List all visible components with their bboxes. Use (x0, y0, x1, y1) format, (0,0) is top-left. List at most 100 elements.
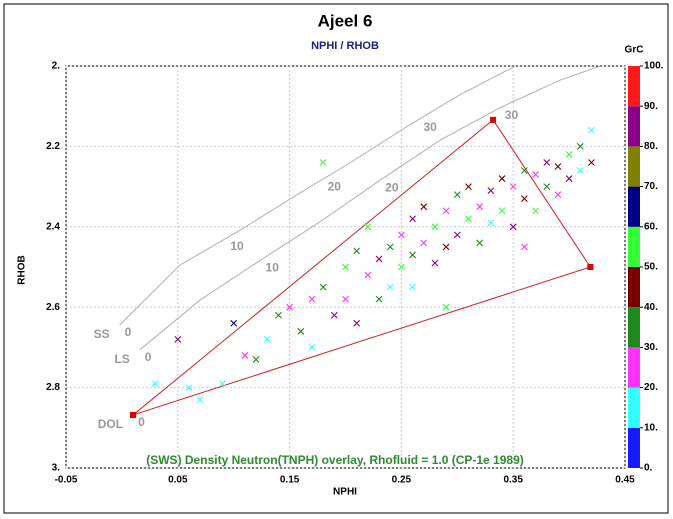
colorbar-segment (628, 427, 640, 468)
x-axis-label: NPHI (333, 487, 357, 498)
data-point (263, 335, 271, 343)
data-point (465, 183, 472, 190)
data-point (442, 207, 450, 215)
x-tick-label: 0.15 (280, 475, 300, 486)
data-point (375, 255, 383, 263)
data-point (565, 151, 573, 158)
curve-label: 20 (385, 180, 399, 194)
data-point (576, 143, 584, 150)
y-axis-label: RHOB (17, 255, 28, 284)
data-point (509, 223, 517, 231)
data-point (364, 271, 372, 279)
x-tick-label: 0.35 (503, 475, 523, 486)
data-point (252, 356, 260, 363)
data-point (487, 187, 495, 195)
data-point (319, 283, 327, 291)
annotation: (SWS) Density Neutron(TNPH) overlay, Rho… (146, 453, 524, 467)
data-point (498, 207, 506, 215)
curve (119, 66, 516, 326)
data-point (330, 311, 338, 319)
data-point (420, 203, 428, 211)
colorbar-tick-label: 70. (644, 181, 658, 192)
y-tick-label: 2. (52, 61, 61, 72)
curve-label: 20 (328, 180, 342, 194)
y-tick-label: 3. (52, 463, 61, 474)
data-point (532, 207, 539, 215)
curve (139, 66, 601, 351)
curve-label: 30 (423, 120, 437, 134)
data-point (431, 223, 439, 231)
colorbar-tick-label: 10. (644, 422, 658, 433)
colorbar-tick-label: 20. (644, 382, 658, 393)
data-point (442, 303, 450, 311)
vertex-marker (130, 411, 137, 418)
curve-label: 0 (125, 325, 132, 339)
chart-title: Ajeel 6 (318, 11, 373, 30)
curve-label: 0 (145, 350, 152, 364)
colorbar-tick-label: 30. (644, 342, 658, 353)
data-point (565, 175, 573, 182)
colorbar-segment (628, 387, 640, 428)
curve-name: DOL (98, 417, 123, 431)
data-point (543, 159, 551, 166)
data-point (375, 295, 383, 303)
y-tick-label: 2.8 (46, 382, 60, 393)
vertex-marker (490, 116, 497, 123)
data-point (453, 191, 461, 199)
colorbar-segment (628, 186, 640, 227)
data-point (409, 283, 416, 291)
data-point (174, 335, 182, 343)
data-point (319, 159, 327, 166)
data-point (241, 352, 249, 359)
colorbar-segment (628, 226, 640, 267)
colorbar-segment (628, 347, 640, 388)
curve-name: LS (114, 352, 129, 366)
data-point (520, 243, 528, 251)
curve (132, 119, 592, 416)
data-point (420, 239, 428, 247)
curve-label: 0 (138, 415, 145, 429)
data-point (543, 183, 551, 190)
colorbar-segment (628, 307, 640, 348)
y-tick-label: 2.6 (46, 302, 60, 313)
data-point (498, 175, 506, 182)
data-point (509, 183, 517, 190)
data-point (554, 163, 562, 170)
data-point (476, 239, 484, 247)
data-point (398, 263, 405, 271)
y-tick-label: 2.2 (46, 141, 60, 152)
data-point (487, 219, 495, 227)
data-point (364, 223, 372, 231)
colorbar-segment (628, 106, 640, 147)
data-point (308, 295, 316, 303)
colorbar-segment (628, 267, 640, 308)
colorbar-tick-label: 90. (644, 101, 658, 112)
data-point (476, 203, 484, 211)
curve-label: 10 (230, 239, 244, 253)
data-point (398, 231, 405, 239)
data-point (588, 159, 595, 166)
data-point (588, 126, 595, 134)
x-tick-label: 0.25 (392, 475, 412, 486)
plot-layer (119, 66, 601, 416)
colorbar-tick-label: 80. (644, 141, 658, 152)
data-point (230, 319, 238, 327)
colorbar-tick-label: 100. (644, 61, 664, 72)
data-point (342, 263, 349, 271)
data-point (308, 344, 316, 351)
data-point (409, 215, 416, 223)
curve-label: 30 (505, 108, 519, 122)
data-point (297, 327, 305, 335)
chart-subtitle: NPHI / RHOB (311, 40, 379, 52)
x-tick-label: 0.45 (615, 475, 635, 486)
data-point (342, 295, 349, 303)
vertex-marker (587, 264, 594, 270)
data-point (576, 167, 584, 174)
y-tick-label: 2.4 (46, 221, 60, 232)
colorbar-tick-label: 50. (644, 262, 658, 273)
data-point (353, 247, 361, 255)
colorbar-segment (628, 66, 640, 107)
data-point (442, 243, 450, 251)
data-point (275, 311, 282, 319)
